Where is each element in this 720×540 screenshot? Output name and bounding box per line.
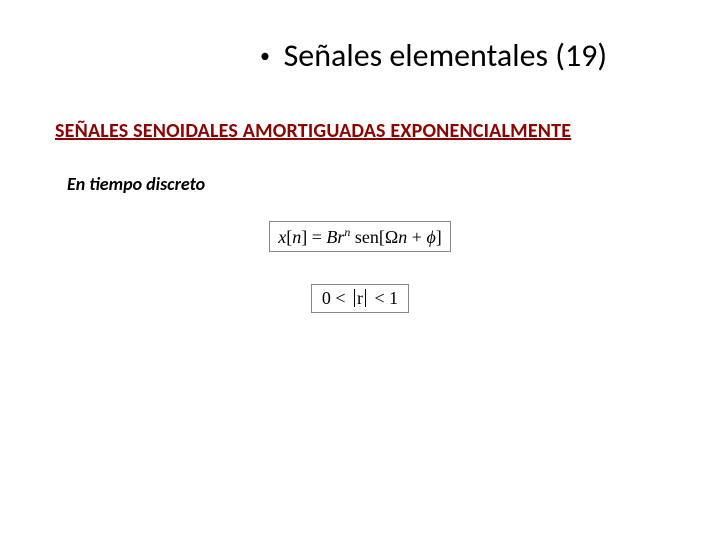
condition-right: < 1 (370, 288, 398, 308)
formula-phi: ϕ (426, 227, 435, 247)
formula-omega: Ω (385, 227, 398, 247)
formula-box: x[n] = Brn sen[Ωn + ϕ] (269, 221, 451, 252)
slide: • Señales elementales (19) SEÑALES SENOI… (0, 0, 720, 540)
slide-title-row: • Señales elementales (19) (260, 36, 665, 75)
formula-arg-close: ] (436, 227, 442, 247)
formula-lhs-index: n (292, 227, 301, 247)
condition-absvar: r (357, 288, 363, 308)
condition-box: 0 < r < 1 (311, 284, 409, 313)
formula-plus: + (407, 227, 426, 247)
condition-left: 0 < (322, 288, 350, 308)
formula-func: sen (350, 227, 379, 247)
condition-container: 0 < r < 1 (55, 284, 665, 313)
slide-title: Señales elementales (19) (284, 36, 607, 75)
formula-coef: B (326, 227, 337, 247)
bullet-icon: • (260, 44, 270, 68)
formula-container: x[n] = Brn sen[Ωn + ϕ] (55, 221, 665, 252)
formula-eq: = (307, 227, 326, 247)
section-heading: SEÑALES SENOIDALES AMORTIGUADAS EXPONENC… (55, 119, 665, 143)
formula-argvar: n (398, 227, 407, 247)
abs-bars: r (354, 289, 366, 307)
subheading: En tiempo discreto (67, 173, 665, 195)
